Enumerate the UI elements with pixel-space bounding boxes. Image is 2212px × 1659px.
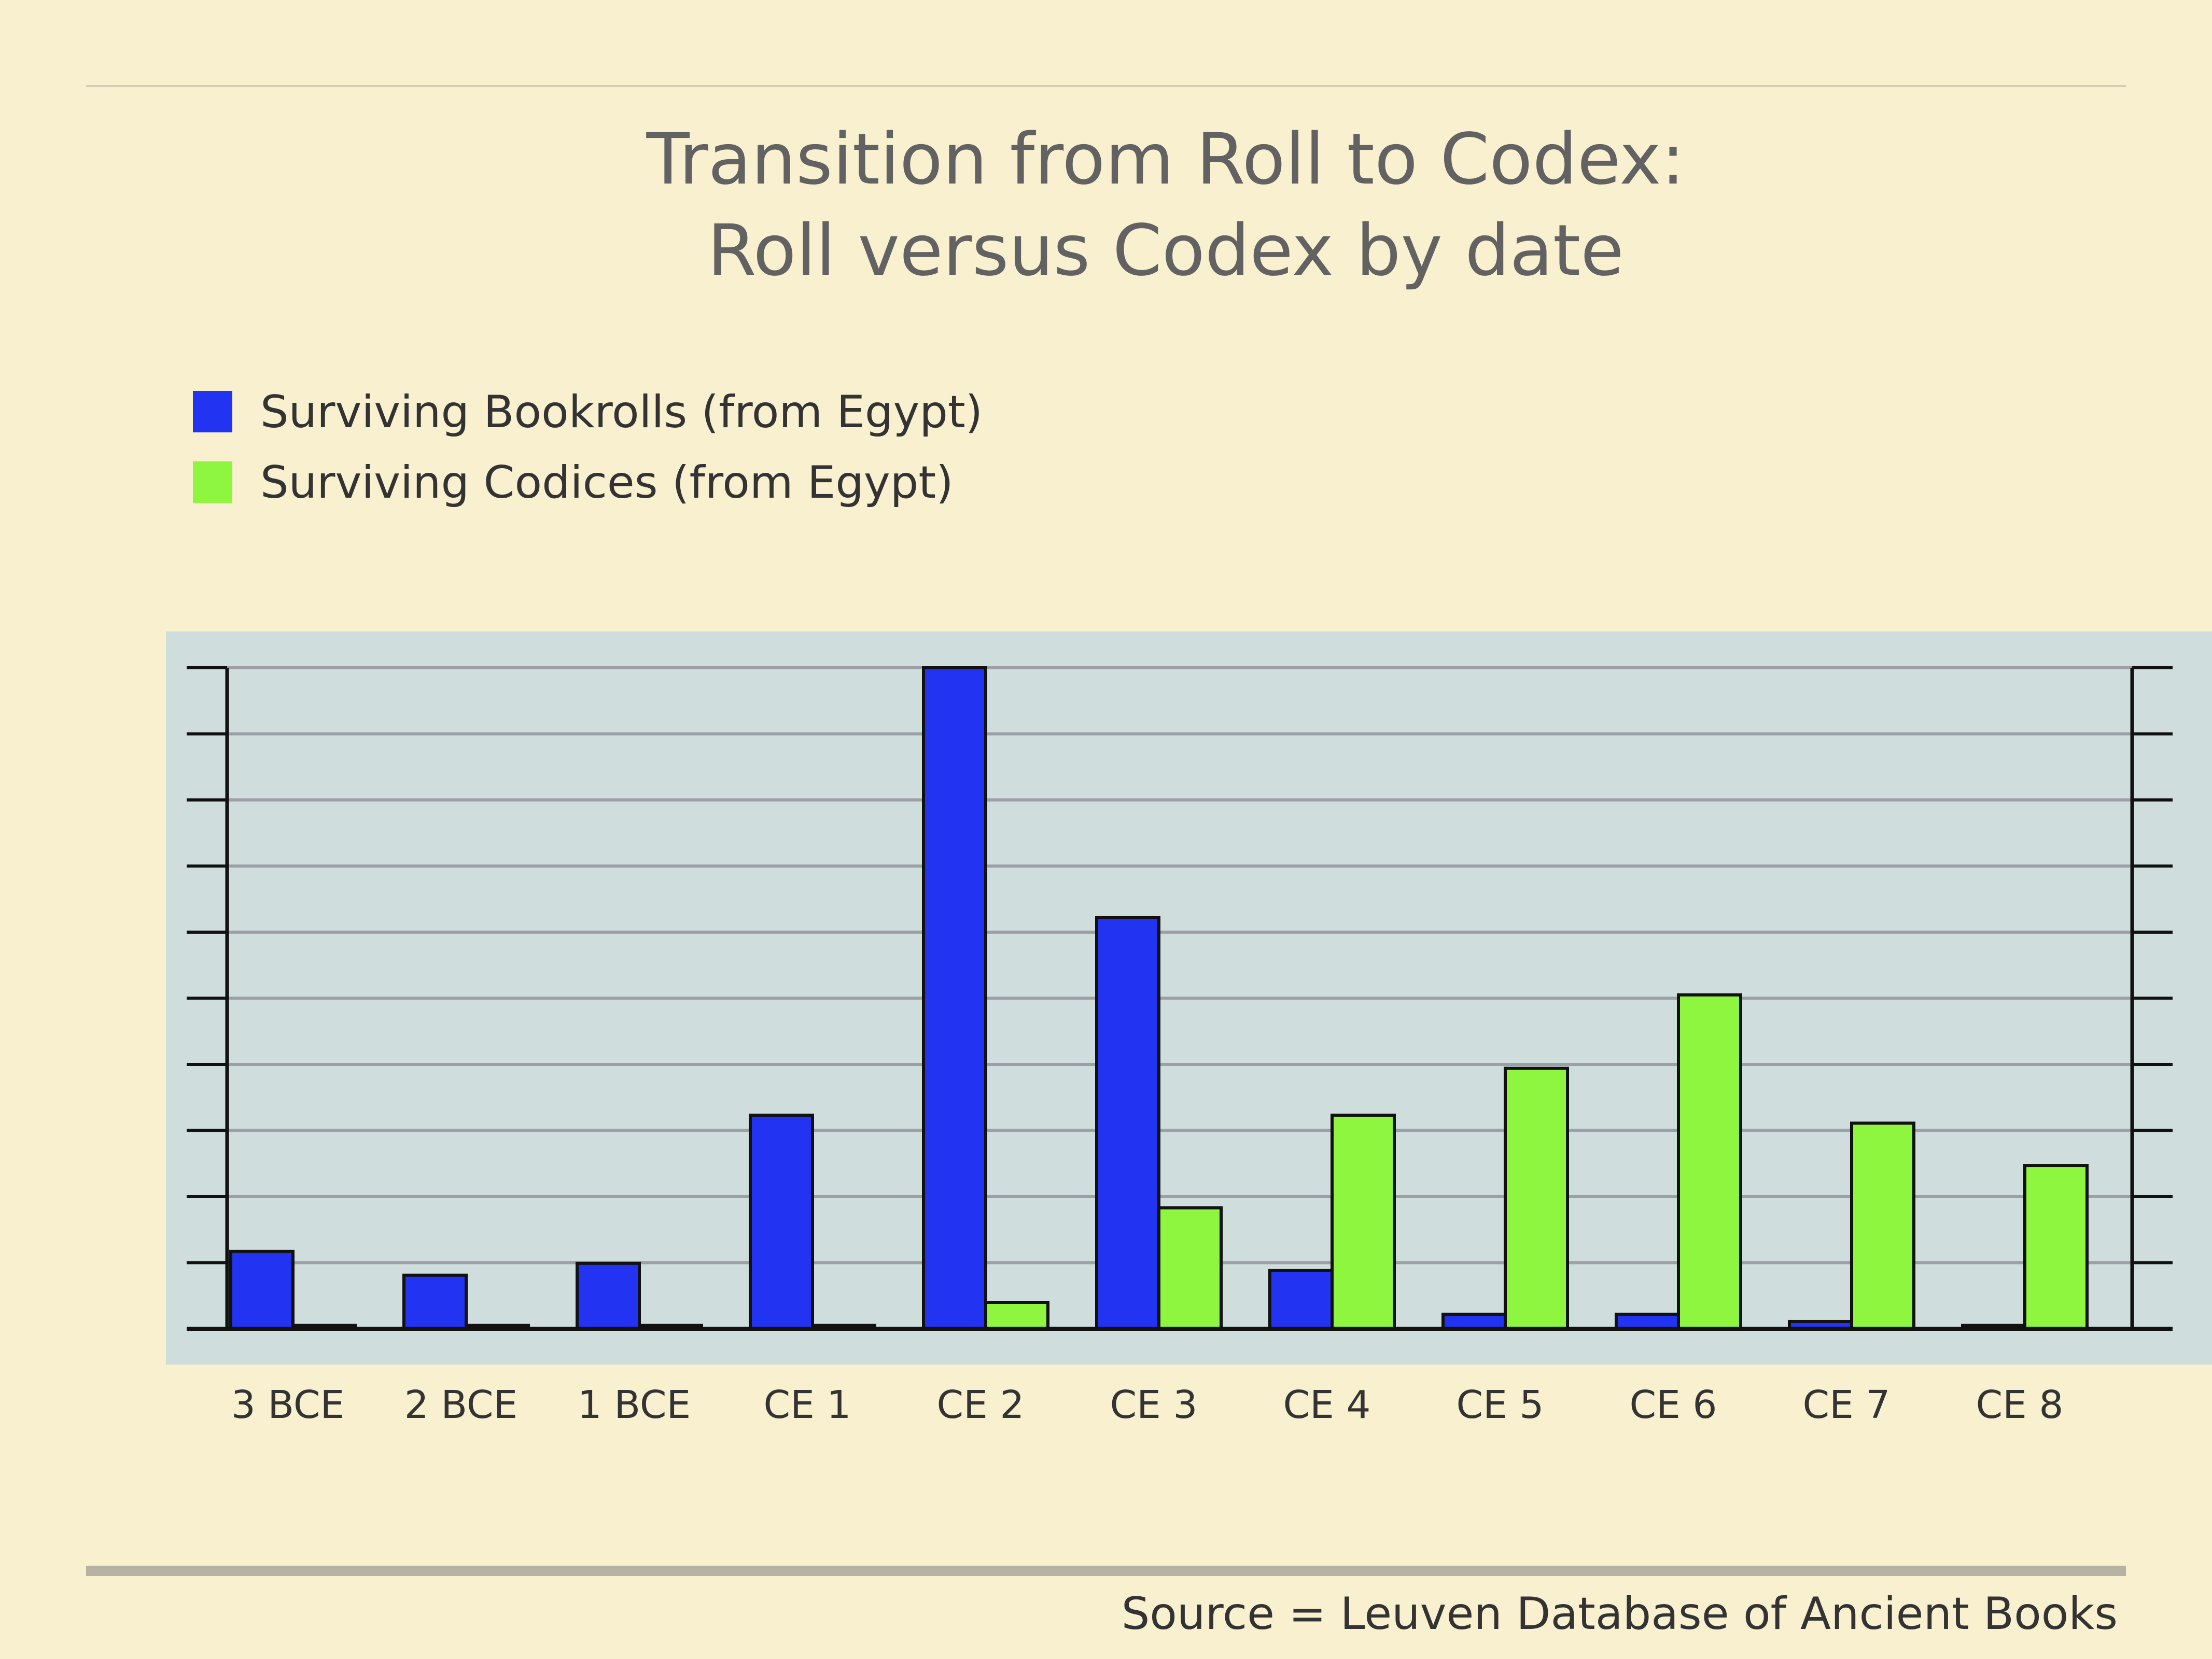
- bar-codices: [1504, 1066, 1569, 1330]
- legend-swatch-bookrolls: [193, 391, 232, 432]
- top-divider: [86, 85, 2126, 87]
- x-tick-label: CE 5: [1456, 1383, 1544, 1427]
- x-tick-label: CE 1: [763, 1383, 851, 1427]
- x-tick-label: CE 3: [1110, 1383, 1197, 1427]
- x-tick-label: CE 2: [936, 1383, 1024, 1427]
- x-tick-label: CE 4: [1283, 1383, 1370, 1427]
- bar-bookrolls: [402, 1273, 468, 1331]
- title-line-2: Roll versus Codex by date: [707, 210, 1624, 292]
- bar-bookrolls: [749, 1114, 814, 1331]
- source-note: Source = Leuven Database of Ancient Book…: [1121, 1588, 2118, 1640]
- x-tick-label: CE 6: [1629, 1383, 1717, 1427]
- bottom-divider: [86, 1566, 2126, 1576]
- x-tick-label: CE 7: [1802, 1383, 1890, 1427]
- legend-label-bookrolls: Surviving Bookrolls (from Egypt): [260, 386, 983, 438]
- bar-bookrolls: [1441, 1312, 1507, 1330]
- bar-codices: [1850, 1121, 1915, 1331]
- bar-bookrolls: [576, 1261, 641, 1330]
- bar-codices: [1157, 1206, 1223, 1331]
- bar-codices: [2023, 1164, 2089, 1330]
- x-tick-label: 3 BCE: [231, 1383, 345, 1427]
- x-tick-label: 1 BCE: [578, 1383, 691, 1427]
- legend-swatch-codices: [193, 461, 232, 503]
- x-tick-label: CE 8: [1976, 1383, 2063, 1427]
- legend-label-codices: Surviving Codices (from Egypt): [260, 457, 954, 509]
- bar-bookrolls: [1615, 1312, 1680, 1330]
- bar-codices: [1677, 993, 1742, 1330]
- bar-codices: [1331, 1114, 1396, 1331]
- bar-codices: [984, 1301, 1049, 1330]
- x-tick-label: 2 BCE: [404, 1383, 518, 1427]
- bar-bookrolls: [229, 1249, 295, 1330]
- title-line-1: Transition from Roll to Codex:: [646, 119, 1685, 201]
- bar-bookrolls: [1268, 1269, 1334, 1331]
- bar-bookrolls: [922, 666, 987, 1330]
- bar-bookrolls: [1095, 916, 1160, 1330]
- chart-title: Transition from Roll to Codex: Roll vers…: [0, 114, 2212, 297]
